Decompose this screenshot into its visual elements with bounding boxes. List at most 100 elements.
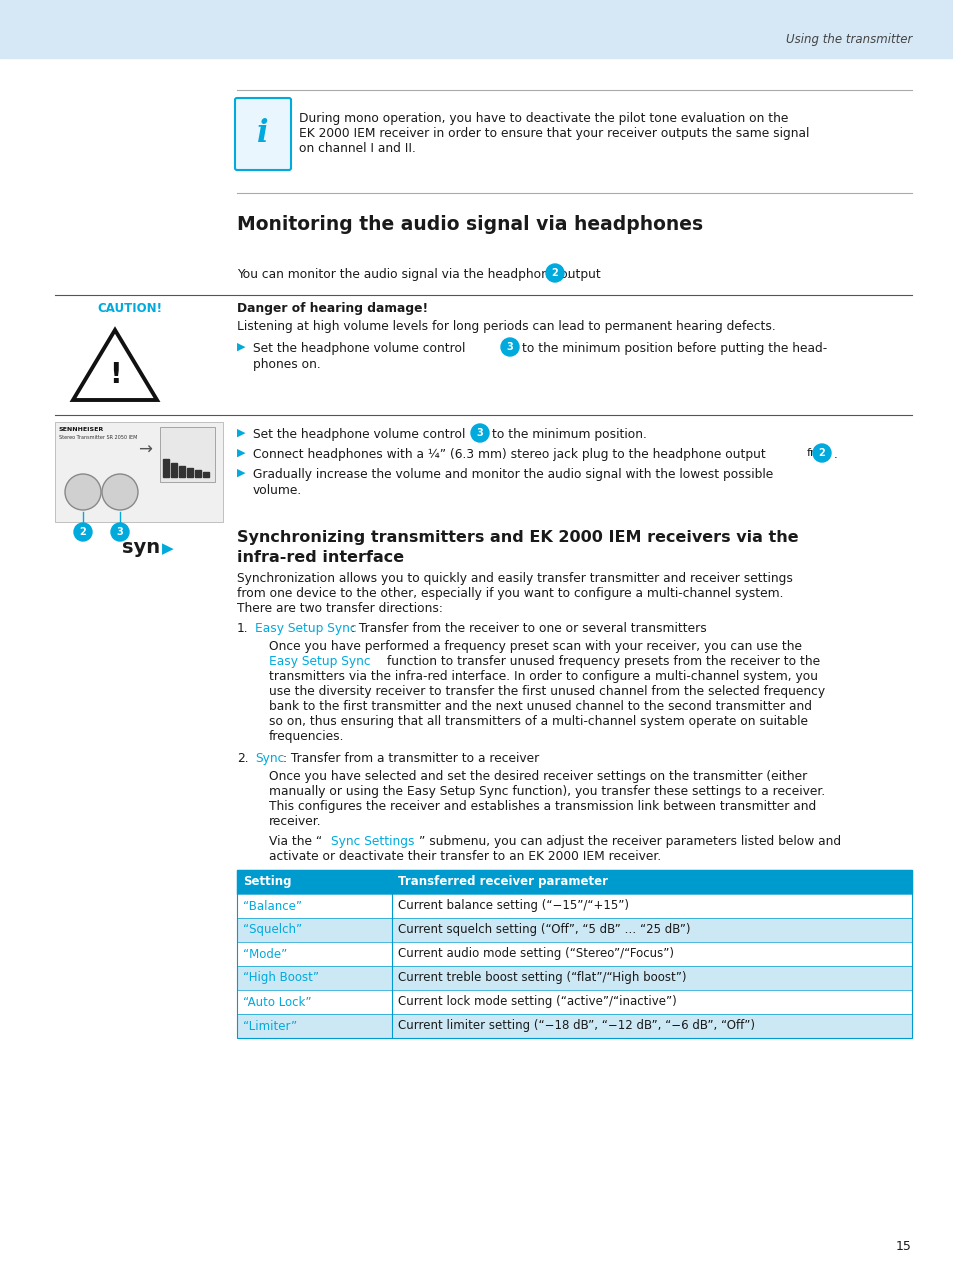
Text: from one device to the other, especially if you want to configure a multi-channe: from one device to the other, especially… — [236, 587, 782, 600]
Text: Set the headphone volume control: Set the headphone volume control — [253, 428, 465, 441]
Bar — [0, 0, 953, 58]
Bar — [236, 870, 911, 894]
Text: You can monitor the audio signal via the headphone output: You can monitor the audio signal via the… — [236, 269, 600, 281]
Circle shape — [102, 474, 138, 510]
Text: 1.: 1. — [236, 622, 249, 635]
Circle shape — [74, 523, 91, 541]
Text: ▶: ▶ — [236, 448, 245, 457]
Bar — [55, 421, 223, 522]
Text: There are two transfer directions:: There are two transfer directions: — [236, 601, 442, 616]
Text: Stereo Transmitter SR 2050 IEM: Stereo Transmitter SR 2050 IEM — [59, 436, 137, 439]
Text: “Squelch”: “Squelch” — [243, 924, 302, 937]
Text: .: . — [833, 448, 837, 461]
Text: infra-red interface: infra-red interface — [236, 550, 404, 565]
Text: Sync Settings: Sync Settings — [331, 835, 414, 848]
Text: Easy Setup Sync: Easy Setup Sync — [269, 655, 370, 668]
Bar — [236, 870, 911, 1038]
Text: 3: 3 — [116, 527, 123, 537]
Text: Current audio mode setting (“Stereo”/“Focus”): Current audio mode setting (“Stereo”/“Fo… — [397, 947, 673, 960]
Bar — [160, 427, 214, 482]
Text: Sync: Sync — [254, 752, 284, 765]
Text: : Transfer from the receiver to one or several transmitters: : Transfer from the receiver to one or s… — [351, 622, 706, 635]
Text: “Limiter”: “Limiter” — [243, 1019, 296, 1033]
Text: Current limiter setting (“−18 dB”, “−12 dB”, “−6 dB”, “Off”): Current limiter setting (“−18 dB”, “−12 … — [397, 1019, 754, 1033]
Text: Connect headphones with a ¼” (6.3 mm) stereo jack plug to the headphone output: Connect headphones with a ¼” (6.3 mm) st… — [253, 448, 765, 461]
Text: EK 2000 IEM receiver in order to ensure that your receiver outputs the same sign: EK 2000 IEM receiver in order to ensure … — [298, 127, 808, 140]
Text: SENNHEISER: SENNHEISER — [59, 427, 104, 432]
Text: Gradually increase the volume and monitor the audio signal with the lowest possi: Gradually increase the volume and monito… — [253, 468, 773, 481]
Text: Current lock mode setting (“active”/“inactive”): Current lock mode setting (“active”/“ina… — [397, 996, 676, 1009]
Text: i: i — [257, 118, 269, 149]
Text: Using the transmitter: Using the transmitter — [785, 33, 911, 46]
Bar — [163, 459, 169, 477]
Text: phones on.: phones on. — [253, 359, 320, 371]
Bar — [236, 917, 911, 942]
FancyBboxPatch shape — [234, 98, 291, 170]
Text: ” submenu, you can adjust the receiver parameters listed below and: ” submenu, you can adjust the receiver p… — [418, 835, 841, 848]
Text: “Balance”: “Balance” — [243, 899, 302, 912]
Bar — [203, 472, 209, 477]
Bar — [179, 466, 185, 477]
Text: Synchronization allows you to quickly and easily transfer transmitter and receiv: Synchronization allows you to quickly an… — [236, 572, 792, 585]
Text: syn: syn — [122, 538, 160, 556]
Text: This configures the receiver and establishes a transmission link between transmi: This configures the receiver and establi… — [269, 801, 816, 813]
Text: bank to the first transmitter and the next unused channel to the second transmit: bank to the first transmitter and the ne… — [269, 700, 811, 713]
Text: Current treble boost setting (“flat”/“High boost”): Current treble boost setting (“flat”/“Hi… — [397, 971, 686, 984]
Circle shape — [500, 338, 518, 356]
Text: 3: 3 — [506, 342, 513, 352]
Text: During mono operation, you have to deactivate the pilot tone evaluation on the: During mono operation, you have to deact… — [298, 112, 787, 125]
Bar — [236, 1014, 911, 1038]
Text: manually or using the Easy Setup Sync function), you transfer these settings to : manually or using the Easy Setup Sync fu… — [269, 785, 824, 798]
Text: “Mode”: “Mode” — [243, 947, 287, 960]
Text: Synchronizing transmitters and EK 2000 IEM receivers via the: Synchronizing transmitters and EK 2000 I… — [236, 529, 798, 545]
Text: transmitters via the infra-red interface. In order to configure a multi-channel : transmitters via the infra-red interface… — [269, 669, 817, 684]
Text: Via the “: Via the “ — [269, 835, 322, 848]
Text: !: ! — [109, 361, 121, 389]
Text: →: → — [138, 441, 152, 459]
Text: Current balance setting (“−15”/“+15”): Current balance setting (“−15”/“+15”) — [397, 899, 628, 912]
Text: Danger of hearing damage!: Danger of hearing damage! — [236, 302, 428, 315]
Text: : Transfer from a transmitter to a receiver: : Transfer from a transmitter to a recei… — [283, 752, 538, 765]
Text: volume.: volume. — [253, 484, 302, 497]
Text: “High Boost”: “High Boost” — [243, 971, 318, 984]
Text: Monitoring the audio signal via headphones: Monitoring the audio signal via headphon… — [236, 215, 702, 234]
Text: activate or deactivate their transfer to an EK 2000 IEM receiver.: activate or deactivate their transfer to… — [269, 849, 660, 864]
Text: to the minimum position.: to the minimum position. — [492, 428, 646, 441]
Circle shape — [65, 474, 101, 510]
Bar — [194, 470, 201, 477]
Bar — [236, 989, 911, 1014]
Text: ▶: ▶ — [236, 468, 245, 478]
Bar — [236, 966, 911, 989]
Circle shape — [545, 263, 563, 281]
Text: 2: 2 — [79, 527, 87, 537]
Text: fn: fn — [806, 448, 818, 457]
Bar — [236, 894, 911, 917]
Text: 15: 15 — [895, 1240, 911, 1253]
Text: Current squelch setting (“Off”, “5 dB” … “25 dB”): Current squelch setting (“Off”, “5 dB” …… — [397, 924, 690, 937]
Text: 2: 2 — [551, 269, 558, 278]
Text: CAUTION!: CAUTION! — [97, 302, 162, 315]
Text: function to transfer unused frequency presets from the receiver to the: function to transfer unused frequency pr… — [382, 655, 820, 668]
Bar — [236, 942, 911, 966]
Text: Setting: Setting — [243, 875, 292, 888]
Text: Listening at high volume levels for long periods can lead to permanent hearing d: Listening at high volume levels for long… — [236, 320, 775, 333]
Text: “Auto Lock”: “Auto Lock” — [243, 996, 312, 1009]
Text: 2: 2 — [818, 448, 824, 457]
Text: to the minimum position before putting the head-: to the minimum position before putting t… — [521, 342, 826, 355]
Circle shape — [812, 445, 830, 463]
Text: ▶: ▶ — [236, 342, 245, 352]
Text: 3: 3 — [476, 428, 483, 438]
Text: so on, thus ensuring that all transmitters of a multi-channel system operate on : so on, thus ensuring that all transmitte… — [269, 714, 807, 729]
Bar — [171, 463, 177, 477]
Bar — [187, 468, 193, 477]
Text: 2.: 2. — [236, 752, 249, 765]
Text: Once you have performed a frequency preset scan with your receiver, you can use : Once you have performed a frequency pres… — [269, 640, 801, 653]
Text: Easy Setup Sync: Easy Setup Sync — [254, 622, 356, 635]
Text: frequencies.: frequencies. — [269, 730, 344, 743]
Text: Transferred receiver parameter: Transferred receiver parameter — [397, 875, 607, 888]
Text: use the diversity receiver to transfer the first unused channel from the selecte: use the diversity receiver to transfer t… — [269, 685, 824, 698]
Text: .: . — [566, 269, 570, 281]
Text: receiver.: receiver. — [269, 815, 321, 828]
Circle shape — [111, 523, 129, 541]
Text: Set the headphone volume control: Set the headphone volume control — [253, 342, 465, 355]
